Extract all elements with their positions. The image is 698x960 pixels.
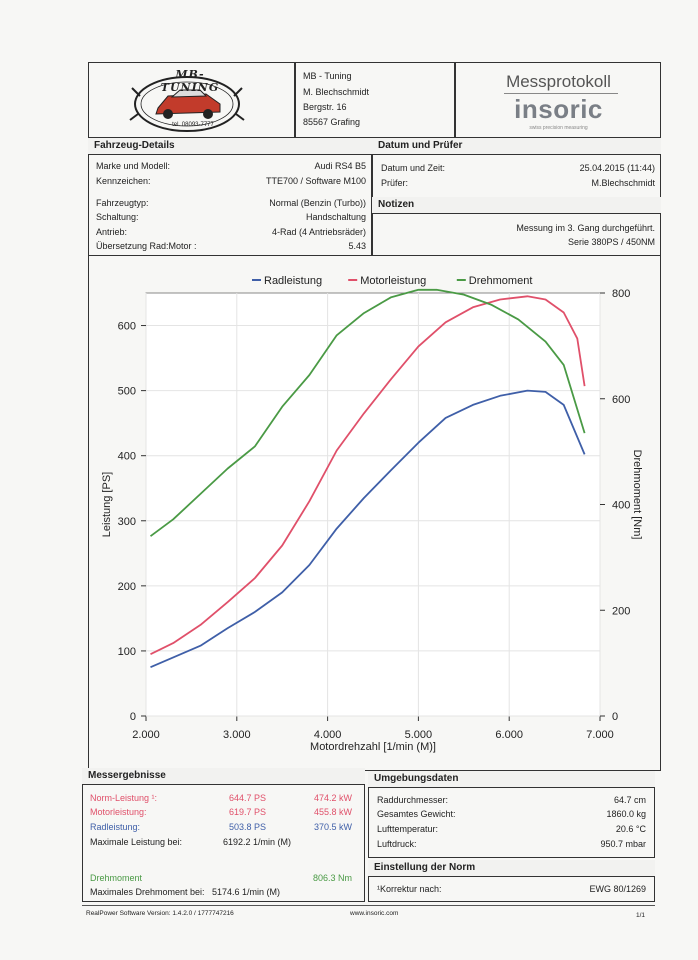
y-tick-label: 300	[118, 516, 136, 528]
environment-header: Umgebungsdaten	[368, 771, 655, 788]
legend-entry: Radleistung	[264, 275, 322, 287]
y-tick-label: 500	[118, 386, 136, 398]
insoric-logo: insoric	[514, 94, 603, 124]
tester-label: Prüfer:	[381, 178, 409, 188]
x-axis-label: Motordrehzahl [1/min (M)]	[310, 741, 436, 753]
date-label: Datum und Zeit:	[381, 163, 446, 173]
series-line-radleistung	[150, 389, 586, 669]
power-torque-chart: 2.000 3.000 4.000 5.000 6.000 7.000 0 100 200 300…	[101, 275, 643, 753]
vehicle-value: Normal (Benzin (Turbo))	[269, 198, 366, 208]
footer-url[interactable]: www.insoric.com	[350, 910, 399, 917]
notes-line-2: Serie 380PS / 450NM	[567, 237, 655, 247]
env-value: 1860.0 kg	[606, 809, 646, 819]
logo-title: MB-TUNING	[160, 68, 220, 94]
x-tick-label: 5.000	[405, 729, 433, 741]
vehicle-label: Übersetzung Rad:Motor :	[96, 241, 197, 251]
company-street: Bergstr. 16	[303, 102, 347, 112]
vehicle-value: 5.43	[348, 241, 366, 251]
max-torque-label: Maximales Drehmoment bei:	[90, 887, 205, 897]
protocol-title: Messprotokoll	[506, 72, 611, 91]
footer-software: RealPower Software Version: 1.4.2.0 / 17…	[86, 910, 234, 917]
motor-power-label: Motorleistung:	[90, 807, 147, 817]
wheel-power-label: Radleistung:	[90, 822, 141, 832]
wheel-power-kw: 370.5 kW	[313, 822, 352, 832]
vehicle-value: 4-Rad (4 Antriebsräder)	[271, 227, 366, 237]
x-tick-label: 2.000	[132, 729, 160, 741]
company-logo: MB-TUNING tel. 08093-7777	[128, 66, 246, 136]
max-power-rpm: 6192.2 1/min (M)	[223, 837, 292, 847]
insoric-tagline: swiss precision measuring	[529, 125, 588, 131]
legend-entry: Drehmoment	[469, 275, 533, 287]
y2-tick-label: 200	[612, 605, 630, 617]
series-line-drehmoment	[149, 288, 586, 537]
x-tick-label: 7.000	[586, 729, 614, 741]
norm-value: EWG 80/1269	[589, 884, 646, 894]
y-tick-label: 600	[118, 321, 136, 333]
norm-label: ¹Korrektur nach:	[377, 884, 442, 894]
y2-tick-label: 600	[612, 394, 630, 406]
max-power-label: Maximale Leistung bei:	[90, 837, 183, 847]
y2-axis-label: Drehmoment [Nm]	[631, 450, 643, 540]
company-person: M. Blechschmidt	[303, 87, 370, 97]
env-label: Luftdruck:	[377, 839, 417, 849]
notes-line-1: Messung im 3. Gang durchgeführt.	[516, 223, 655, 233]
company-city: 85567 Grafing	[303, 117, 361, 127]
tester-value: M.Blechschmidt	[591, 178, 655, 188]
logo-graphic	[129, 76, 245, 132]
norm-power-label: Norm-Leistung ¹:	[90, 793, 158, 803]
vehicle-label: Schaltung:	[96, 212, 139, 222]
y-axis-label: Leistung [PS]	[101, 472, 113, 537]
max-torque-rpm: 5174.6 1/min (M)	[212, 887, 281, 897]
env-value: 20.6 °C	[615, 824, 646, 834]
y2-tick-label: 400	[612, 500, 630, 512]
env-value: 950.7 mbar	[600, 839, 646, 849]
motor-power-ps: 619.7 PS	[228, 807, 266, 817]
torque-label: Drehmoment	[90, 873, 143, 883]
env-label: Raddurchmesser:	[377, 795, 449, 805]
date-header: Datum und Prüfer	[372, 138, 661, 155]
norm-header: Einstellung der Norm	[368, 860, 655, 877]
results-header: Messergebnisse	[82, 768, 365, 785]
company-name: MB - Tuning	[303, 71, 352, 81]
torque-value: 806.3 Nm	[312, 873, 352, 883]
logo-phone: tel. 08093-7777	[172, 122, 214, 128]
chart-panel	[88, 256, 661, 771]
vehicle-label: Antrieb:	[96, 227, 128, 237]
vehicle-value: TTE700 / Software M100	[265, 176, 366, 186]
footer-rule	[82, 905, 655, 906]
y-tick-label: 200	[118, 581, 136, 593]
footer-page: 1/1	[636, 912, 646, 919]
norm-power-kw: 474.2 kW	[313, 793, 352, 803]
y-tick-label: 100	[118, 646, 136, 658]
vehicle-value: Audi RS4 B5	[314, 161, 366, 171]
x-tick-label: 3.000	[223, 729, 251, 741]
x-tick-label: 4.000	[314, 729, 342, 741]
norm-power-ps: 644.7 PS	[228, 793, 266, 803]
wheel-power-ps: 503.8 PS	[228, 822, 266, 832]
vehicle-details-header: Fahrzeug-Details	[88, 138, 372, 155]
plot-area	[145, 292, 601, 717]
motor-power-kw: 455.8 kW	[313, 807, 352, 817]
legend-entry: Motorleistung	[360, 275, 426, 287]
series-line-motorleistung	[150, 295, 586, 656]
vehicle-label: Fahrzeugtyp:	[96, 198, 149, 208]
vehicle-label: Marke und Modell:	[96, 161, 171, 171]
y-tick-label: 400	[118, 451, 136, 463]
notes-header: Notizen	[372, 197, 661, 214]
y2-tick-label: 800	[612, 288, 630, 300]
env-value: 64.7 cm	[613, 795, 646, 805]
protocol-rule	[504, 93, 618, 94]
x-tick-label: 6.000	[495, 729, 523, 741]
y2-tick-label: 0	[612, 711, 618, 723]
header-block	[88, 62, 661, 138]
env-label: Lufttemperatur:	[377, 824, 439, 834]
y-tick-label: 0	[130, 711, 136, 723]
header-divider-2	[454, 62, 456, 138]
env-label: Gesamtes Gewicht:	[377, 809, 456, 819]
vehicle-value: Handschaltung	[305, 212, 366, 222]
date-value: 25.04.2015 (11:44)	[579, 163, 655, 173]
vehicle-label: Kennzeichen:	[96, 176, 151, 186]
header-divider-1	[294, 62, 296, 138]
